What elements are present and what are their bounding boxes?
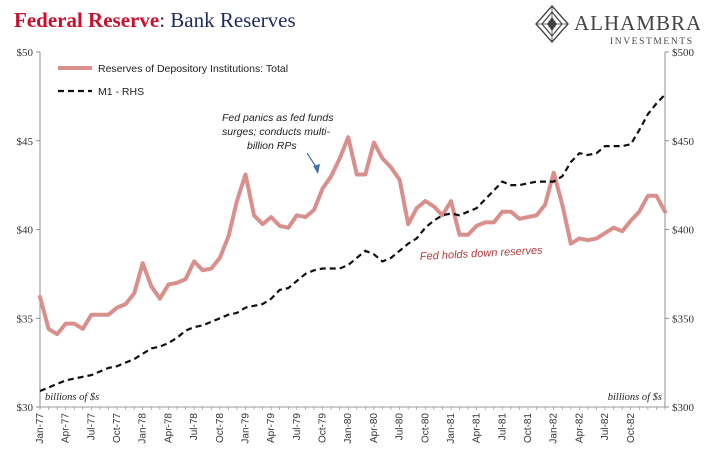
annotation-fed-panics: Fed panics as fed funds surges; conducts… bbox=[222, 112, 334, 174]
x-tick-label: Apr-78 bbox=[163, 413, 174, 443]
x-tick-label: Jul-78 bbox=[189, 413, 200, 441]
logo-sub: INVESTMENTS bbox=[610, 37, 694, 47]
annotation-arrow-icon bbox=[306, 152, 320, 174]
right-tick-label: $350 bbox=[672, 313, 695, 325]
right-tick-label: $450 bbox=[672, 136, 695, 148]
x-tick-label: Apr-79 bbox=[266, 413, 277, 443]
x-tick-label: Jan-77 bbox=[35, 413, 46, 444]
x-tick-label: Jan-82 bbox=[549, 413, 560, 444]
x-tick-label: Jan-79 bbox=[240, 413, 251, 444]
legend-label-reserves: Reserves of Depository Institutions: Tot… bbox=[98, 63, 288, 75]
right-tick-label: $400 bbox=[672, 225, 695, 237]
right-tick-label: $500 bbox=[672, 47, 695, 59]
x-tick-label: Jan-78 bbox=[138, 413, 149, 444]
x-tick-label: Jul-77 bbox=[86, 413, 97, 441]
legend-label-m1: M1 - RHS bbox=[98, 86, 144, 98]
x-tick-label: Jul-79 bbox=[292, 413, 303, 441]
annotation-fed-panics-line-3: billion RPs bbox=[247, 140, 297, 152]
title-rest: : Bank Reserves bbox=[159, 8, 296, 32]
x-tick-labels: Jan-77 Apr-77 Jul-77 Oct-77 Jan-78 Apr-78 Jul-… bbox=[35, 407, 666, 444]
annotation-holds-down: Fed holds down reserves bbox=[420, 245, 544, 263]
x-tick-label: Apr-77 bbox=[61, 413, 72, 443]
series-line-reserves bbox=[38, 135, 667, 337]
x-tick-label: Oct-82 bbox=[626, 413, 637, 443]
left-tick-label: $35 bbox=[17, 313, 34, 325]
x-tick-label: Jan-80 bbox=[343, 413, 354, 444]
x-tick-label: Jan-81 bbox=[446, 413, 457, 444]
logo-name: ALHAMBRA bbox=[574, 11, 700, 35]
left-tick-label: $45 bbox=[17, 136, 34, 148]
x-tick-label: Jul-82 bbox=[600, 413, 611, 441]
annotation-fed-panics-line-1: Fed panics as fed funds bbox=[222, 112, 334, 124]
right-unit-label: billions of $s bbox=[608, 392, 662, 403]
annotation-fed-panics-line-2: surges; conducts multi- bbox=[222, 126, 330, 138]
left-tick-labels: $30 $35 $40 $45 $50 bbox=[17, 47, 40, 414]
x-tick-label: Apr-81 bbox=[472, 413, 483, 443]
x-tick-label: Oct-80 bbox=[420, 413, 431, 443]
x-tick-label: Oct-78 bbox=[215, 413, 226, 443]
right-tick-label: $300 bbox=[672, 402, 695, 414]
x-tick-label: Jul-80 bbox=[395, 413, 406, 441]
alhambra-logo: ALHAMBRA INVESTMENTS bbox=[535, 4, 700, 47]
page-title: Federal Reserve: Bank Reserves bbox=[14, 8, 296, 33]
alhambra-emblem-icon bbox=[535, 4, 569, 44]
x-tick-label: Jul-81 bbox=[497, 413, 508, 441]
x-tick-label: Apr-82 bbox=[574, 413, 585, 443]
left-tick-label: $30 bbox=[17, 402, 34, 414]
left-unit-label: billions of $s bbox=[45, 392, 99, 403]
x-tick-label: Apr-80 bbox=[369, 413, 380, 443]
x-tick-label: Oct-77 bbox=[112, 413, 123, 443]
left-tick-label: $50 bbox=[17, 47, 34, 59]
title-bold: Federal Reserve bbox=[14, 8, 160, 32]
axes bbox=[39, 52, 666, 408]
right-tick-labels: $300 $350 $400 $450 $500 bbox=[665, 47, 695, 414]
series-line-m1 bbox=[39, 93, 666, 393]
left-tick-label: $40 bbox=[17, 225, 34, 237]
x-tick-label: Oct-81 bbox=[523, 413, 534, 443]
x-tick-label: Oct-79 bbox=[318, 413, 329, 443]
legend: Reserves of Depository Institutions: Tot… bbox=[58, 63, 288, 98]
